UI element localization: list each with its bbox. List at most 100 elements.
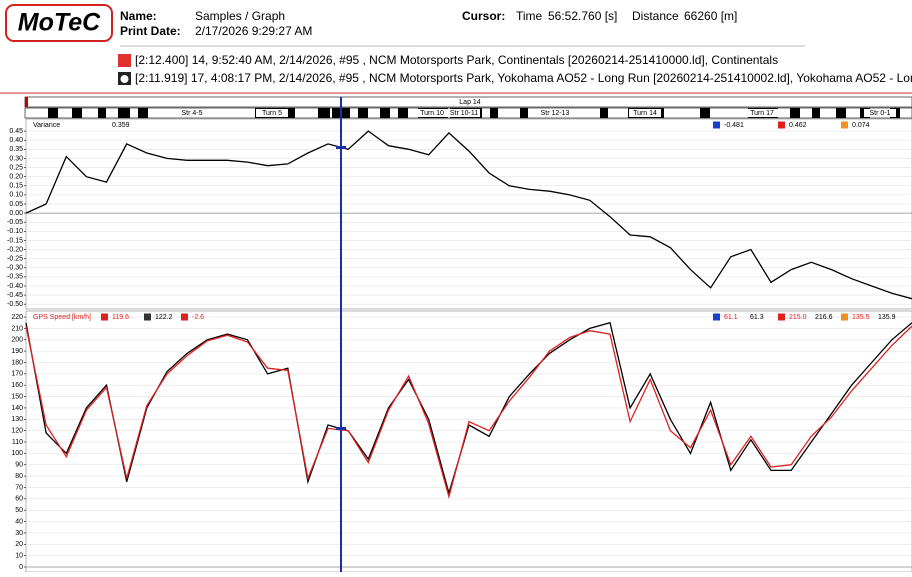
time: 56:52.760 [s] — [548, 9, 617, 23]
stat-value: -0.481 — [724, 122, 744, 129]
y-tick-label: -0.35 — [7, 274, 23, 281]
series-line — [25, 130, 912, 300]
sector-block — [836, 108, 846, 118]
readout: 0.359 — [112, 122, 130, 129]
lap-label: Lap 14 — [459, 99, 481, 106]
readout: 119.6 — [112, 314, 129, 321]
sector-label-bg — [539, 109, 571, 117]
plot-frame — [25, 118, 912, 310]
y-tick-label: 220 — [11, 314, 23, 321]
sector-label: Turn 17 — [750, 110, 774, 117]
y-tick-label: 120 — [11, 428, 23, 435]
y-tick-label: 0.20 — [9, 173, 23, 180]
stat-icon — [101, 313, 108, 321]
y-tick-label: 10 — [15, 552, 23, 559]
stat-value: 215.0 — [789, 314, 807, 321]
stat-icon — [713, 313, 720, 321]
sector-block — [72, 108, 82, 118]
sector-label: Turn 5 — [262, 110, 282, 117]
y-tick-label: -0.30 — [7, 265, 23, 272]
y-tick-label: 0.00 — [9, 210, 23, 217]
logo-box — [5, 4, 113, 42]
y-tick-label: 140 — [11, 405, 23, 412]
y-tick-label: -0.45 — [7, 292, 23, 299]
readout: -2.6 — [192, 314, 204, 321]
stat-value: 135.9 — [878, 314, 896, 321]
sector-label-bg — [746, 109, 778, 117]
stat-icon — [144, 313, 151, 321]
chart-title: Variance — [33, 122, 60, 129]
y-tick-label: 190 — [11, 348, 23, 355]
series-line — [25, 325, 912, 500]
y-tick-label: -0.10 — [7, 228, 23, 235]
file-icon — [118, 54, 131, 67]
stat-value: 0.462 — [789, 122, 807, 129]
sector-label-bg — [176, 109, 208, 117]
sector-blocks: Str 4-5 Turn 5 Turn 10 Str 10-11 Str 12-13 Tu… — [48, 108, 900, 118]
stat-value: 135.5 — [852, 314, 870, 321]
distance-label: Distance — [632, 9, 679, 23]
y-tick-label: 0.15 — [9, 183, 23, 190]
sector-block — [318, 108, 330, 118]
sector-block — [118, 108, 130, 118]
y-tick-label: 0 — [19, 564, 23, 571]
stat-icon — [713, 121, 720, 129]
sector-label-bg — [448, 109, 480, 117]
stat-value: 216.6 — [815, 314, 833, 321]
y-tick-label: -0.50 — [7, 301, 23, 308]
y-tick-label: 160 — [11, 382, 23, 389]
sector-block — [380, 108, 390, 118]
sector-label: Turn 14 — [633, 110, 657, 117]
y-tick-label: 110 — [12, 439, 23, 446]
y-tick-label: 80 — [15, 473, 23, 480]
y-tick-label: 130 — [11, 416, 23, 423]
sector-label-bg — [256, 109, 288, 117]
sector-block — [790, 108, 800, 118]
cursor-label: Cursor: — [462, 9, 505, 23]
logo: MoTeC — [18, 9, 101, 37]
plot-frame — [25, 310, 912, 573]
y-tick-label: 20 — [15, 541, 23, 548]
y-tick-label: 100 — [11, 450, 23, 457]
y-tick-label: 50 — [15, 507, 23, 514]
chart-title: GPS Speed [km/h] — [33, 314, 91, 321]
cursor-marker — [336, 427, 346, 430]
file-icon-dot — [120, 75, 129, 83]
y-tick-label: 40 — [15, 518, 23, 525]
y-tick-label: 30 — [15, 530, 23, 537]
sector-label: Turn 10 — [420, 110, 444, 117]
stat-icon — [778, 121, 785, 129]
sector-block — [138, 108, 148, 118]
sector-block — [812, 108, 820, 118]
file-row: [2:11.919] 17, 4:08:17 PM, 2/14/2026, #9… — [135, 71, 912, 85]
readout: 122.2 — [155, 314, 173, 321]
y-tick-label: -0.20 — [7, 246, 23, 253]
stat-value: 0.074 — [852, 122, 870, 129]
stat-icon — [841, 121, 848, 129]
sector-block — [98, 108, 106, 118]
name-label: Name: — [120, 9, 157, 23]
y-tick-label: 0.45 — [9, 128, 23, 135]
series-line — [25, 321, 912, 496]
sector-block — [490, 108, 498, 118]
sector-block — [48, 108, 58, 118]
y-tick-label: 170 — [11, 371, 23, 378]
y-tick-label: 210 — [11, 325, 23, 332]
y-tick-label: 200 — [11, 337, 23, 344]
print-date: 2/17/2026 9:29:27 AM — [195, 24, 312, 38]
y-tick-label: 150 — [11, 393, 23, 400]
y-tick-label: 0.35 — [9, 146, 23, 153]
y-tick-label: -0.25 — [7, 255, 23, 262]
sector-label: Str 0-1 — [869, 110, 890, 117]
y-tick-label: 0.05 — [9, 201, 23, 208]
sector-label-bg — [629, 109, 661, 117]
y-tick-label: 0.10 — [9, 192, 23, 199]
y-tick-label: 180 — [11, 359, 23, 366]
sector-block — [700, 108, 710, 118]
time-label: Time — [516, 9, 543, 23]
sector-label: Str 10-11 — [450, 110, 478, 117]
distance: 66260 [m] — [684, 9, 737, 23]
print-date-label: Print Date: — [120, 24, 181, 38]
